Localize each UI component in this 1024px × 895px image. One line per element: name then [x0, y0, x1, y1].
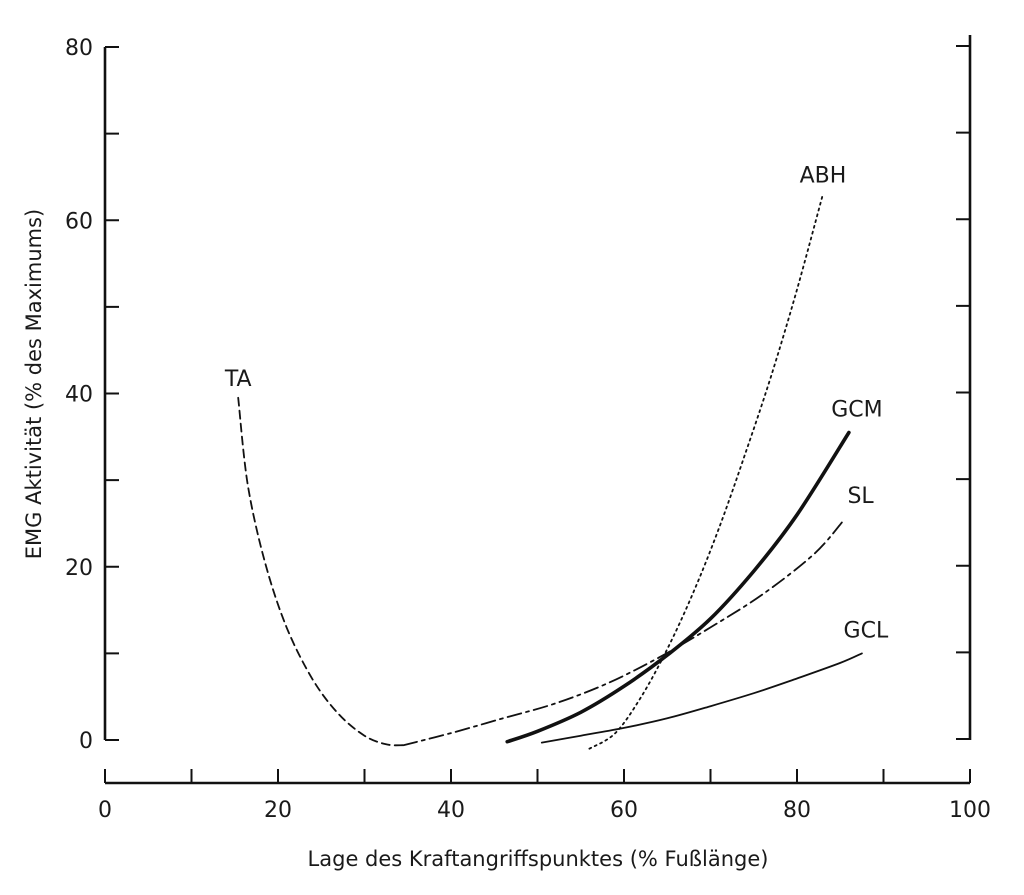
y-tick-label: 80 — [65, 36, 93, 61]
series-line-ta — [237, 396, 405, 747]
y-tick-label: 20 — [65, 556, 93, 581]
x-tick-label: 60 — [610, 798, 638, 823]
x-axis-title: Lage des Kraftangriffspunktes (% Fußläng… — [308, 847, 769, 871]
series-line-abh — [588, 193, 824, 750]
y-tick-label: 0 — [79, 729, 93, 754]
x-tick-label: 40 — [437, 798, 465, 823]
series-group — [237, 193, 863, 750]
tick-labels: 0 20 40 60 80 0 20 40 60 80 100 — [65, 36, 991, 823]
ticks — [104, 45, 971, 783]
series-label-sl: SL — [847, 484, 874, 509]
series-line-gcl — [540, 652, 863, 744]
x-tick-label: 100 — [949, 798, 991, 823]
series-line-sl — [402, 518, 846, 747]
series-line-gcm — [505, 430, 851, 744]
x-tick-label: 80 — [783, 798, 811, 823]
y-axis-title: EMG Aktivität (% des Maximums) — [22, 209, 46, 560]
series-label-abh: ABH — [800, 163, 847, 188]
x-tick-label: 0 — [98, 798, 112, 823]
series-label-gcl: GCL — [844, 618, 889, 643]
series-label-gcm: GCM — [831, 397, 882, 422]
y-tick-label: 40 — [65, 383, 93, 408]
y-tick-label: 60 — [65, 209, 93, 234]
series-labels: TA SL GCM GCL ABH — [224, 163, 889, 643]
x-tick-label: 20 — [264, 798, 292, 823]
series-label-ta: TA — [224, 367, 252, 392]
